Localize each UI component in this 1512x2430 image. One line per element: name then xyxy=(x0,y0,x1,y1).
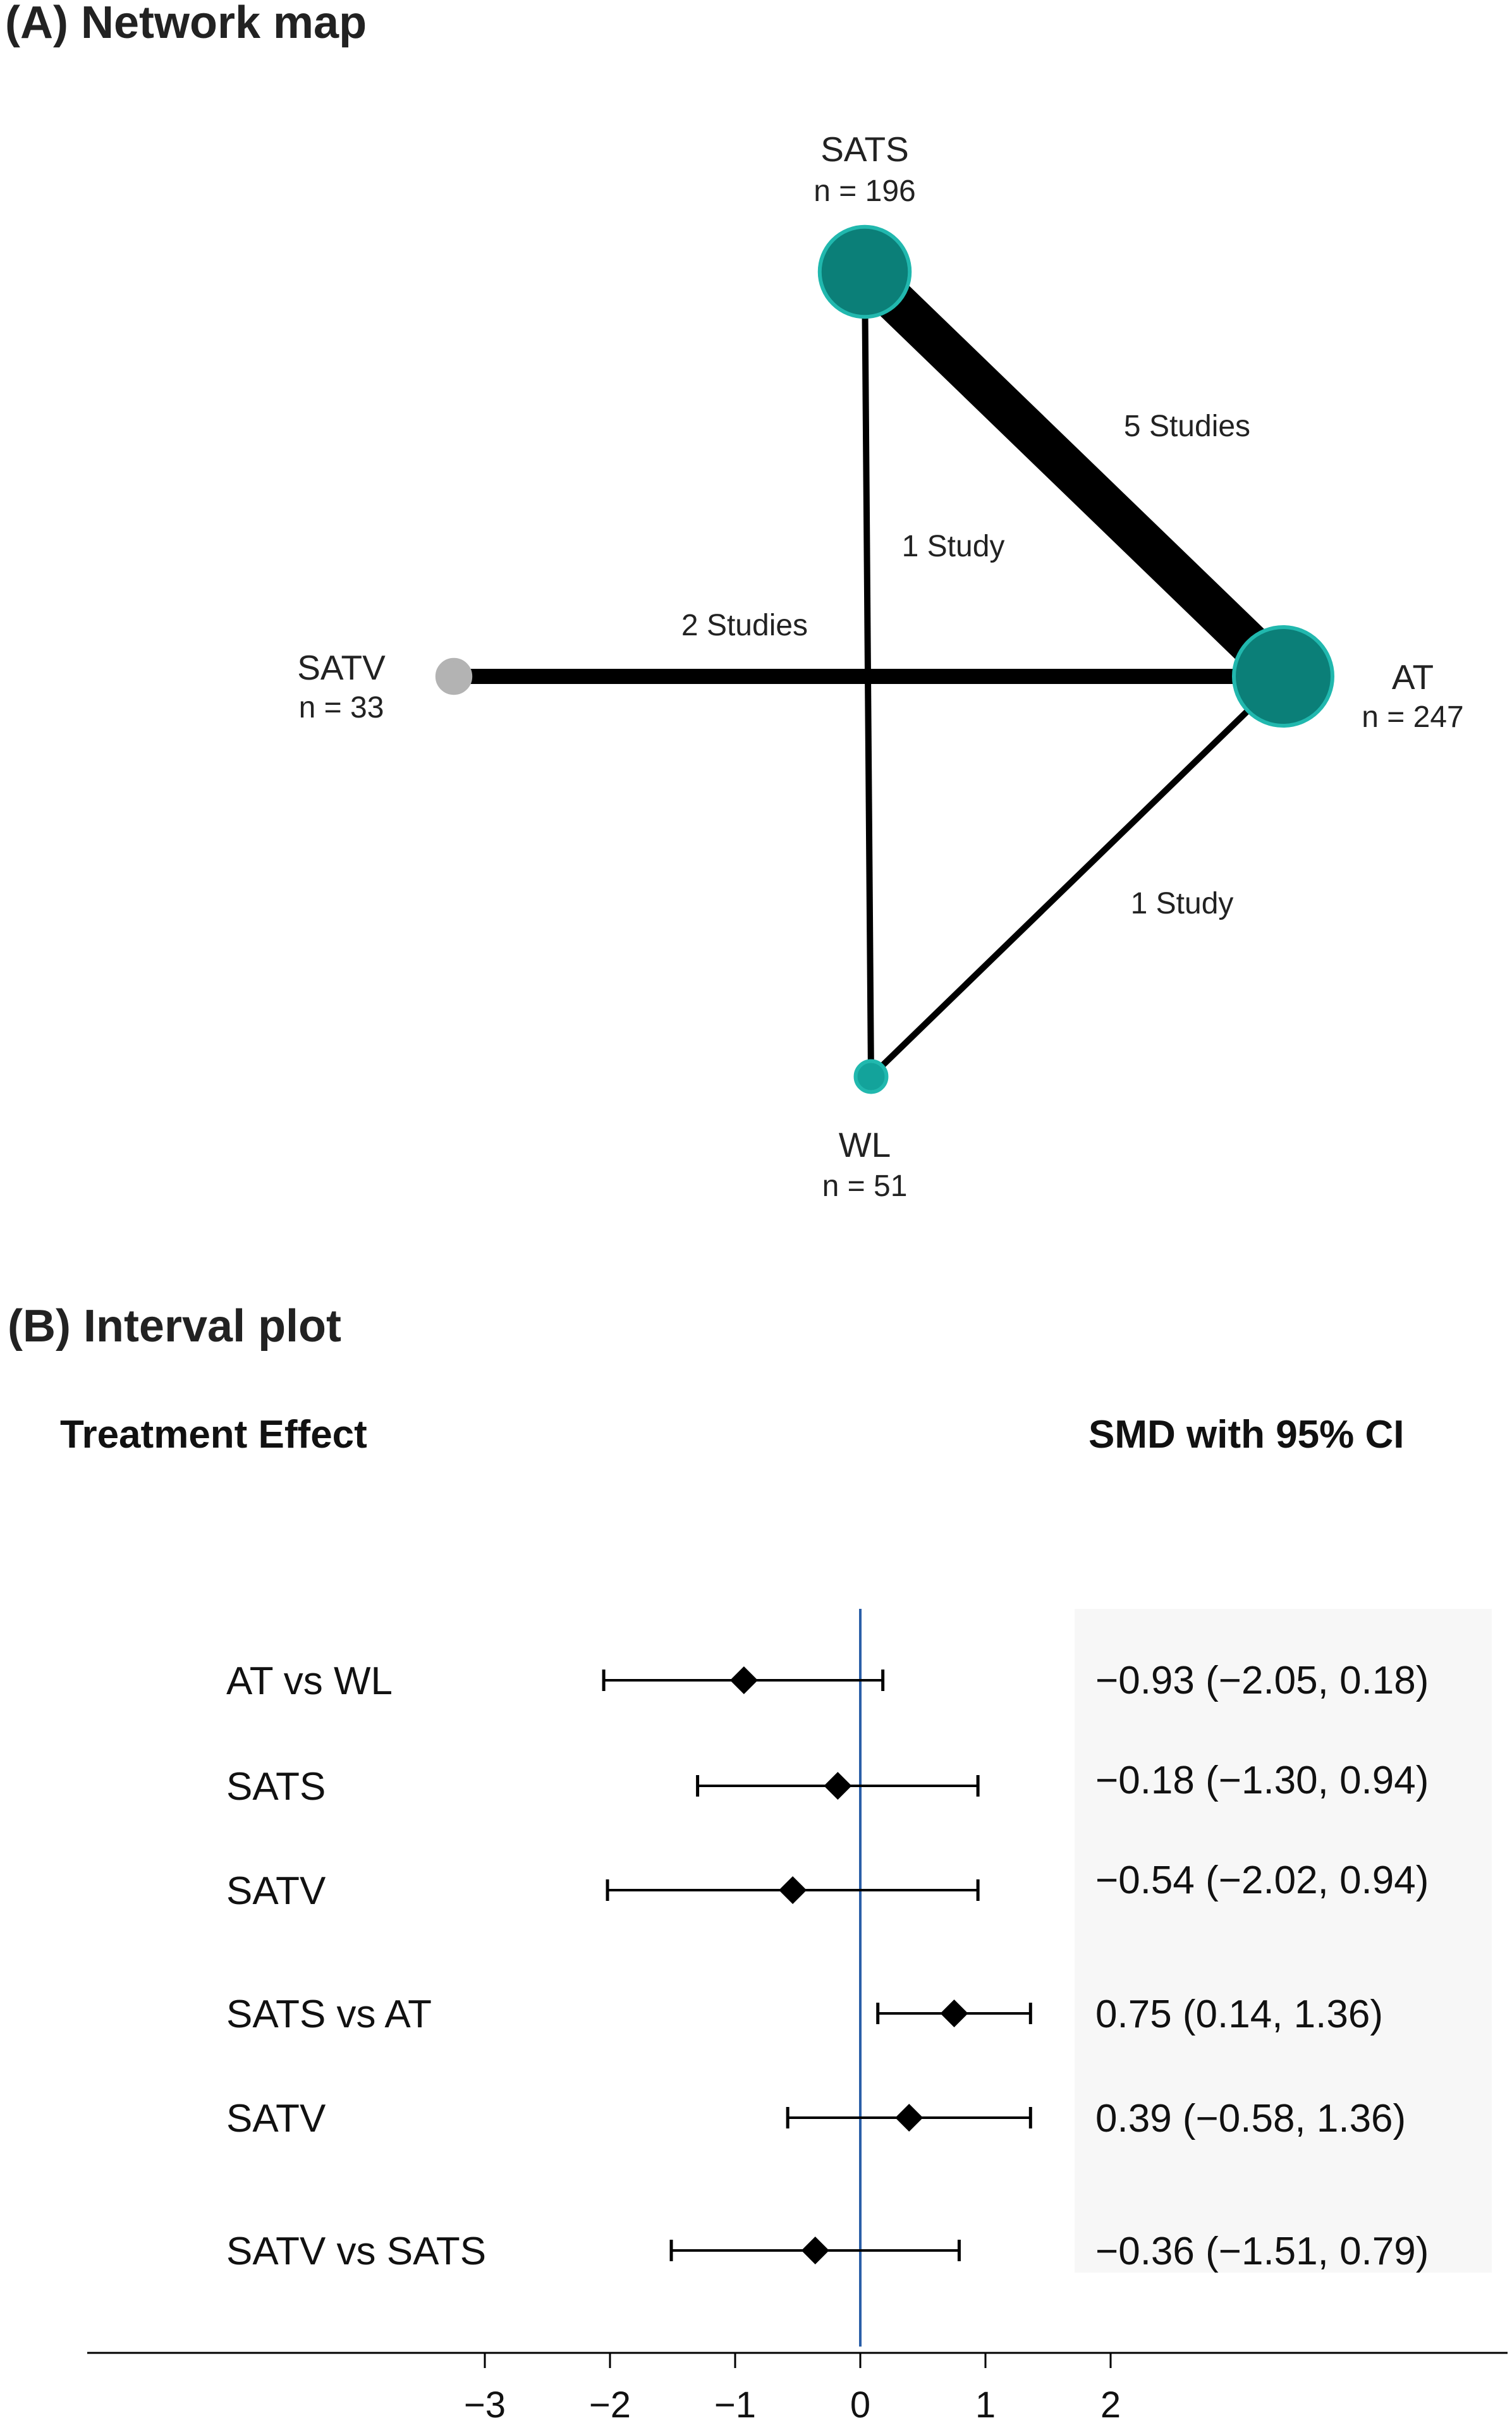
ci-value-text: −0.54 (−2.02, 0.94) xyxy=(1095,1859,1429,1902)
x-axis-ticks: −3 −2 −1 0 1 2 xyxy=(464,2353,1121,2426)
row-label: SATS xyxy=(226,1765,326,1809)
x-tick-label: 2 xyxy=(1100,2384,1121,2426)
row-label: SATV xyxy=(226,1869,326,1913)
network-edge-labels: 5 Studies 1 Study 2 Studies 1 Study xyxy=(681,410,1250,920)
network-nodes xyxy=(435,224,1334,1094)
node-label-wl: WL xyxy=(839,1125,891,1164)
x-tick-label: −3 xyxy=(464,2384,506,2426)
point-estimate-marker xyxy=(940,2000,968,2027)
network-edges xyxy=(454,257,1298,1079)
node-n-satv: n = 33 xyxy=(299,691,384,724)
ci-value-text: −0.93 (−2.05, 0.18) xyxy=(1095,1659,1429,1702)
node-n-sats: n = 196 xyxy=(814,174,915,208)
ci-text-background xyxy=(1075,1609,1492,2273)
row-label: AT vs WL xyxy=(226,1659,393,1703)
node-n-at: n = 247 xyxy=(1362,700,1463,734)
panel-a-title: (A) Network map xyxy=(5,0,367,48)
point-estimate-marker xyxy=(801,2237,829,2264)
node-label-sats: SATS xyxy=(820,130,909,169)
interval-row: SATS vs AT 0.75 (0.14, 1.36) xyxy=(226,1993,1383,2036)
node-satv xyxy=(435,657,473,695)
point-estimate-marker xyxy=(895,2104,924,2132)
node-label-satv: SATV xyxy=(297,648,386,687)
node-wl xyxy=(853,1059,889,1094)
edge-label-sats-wl: 1 Study xyxy=(902,530,1005,563)
x-tick-label: −1 xyxy=(714,2384,756,2426)
smd-ci-header: SMD with 95% CI xyxy=(1088,1413,1405,1456)
x-tick-label: 0 xyxy=(850,2384,870,2426)
node-at xyxy=(1232,625,1334,728)
edge-sats-at xyxy=(850,257,1298,692)
network-map: 5 Studies 1 Study 2 Studies 1 Study SATS n =… xyxy=(297,130,1464,1203)
point-estimate-marker xyxy=(729,1666,758,1694)
ci-value-text: 0.39 (−0.58, 1.36) xyxy=(1095,2097,1406,2140)
treatment-effect-header: Treatment Effect xyxy=(60,1413,367,1456)
edge-wl-at xyxy=(869,674,1286,1079)
row-label: SATV xyxy=(226,2097,326,2140)
panel-b-title: (B) Interval plot xyxy=(8,1301,341,1352)
interval-row: SATS −0.18 (−1.30, 0.94) xyxy=(226,1759,1429,1809)
edge-label-wl-at: 1 Study xyxy=(1131,887,1234,920)
row-label: SATV vs SATS xyxy=(226,2230,486,2273)
x-tick-label: −2 xyxy=(589,2384,631,2426)
ci-value-text: −0.36 (−1.51, 0.79) xyxy=(1095,2230,1429,2273)
interval-rows: AT vs WL −0.93 (−2.05, 0.18) SATS −0.18 (−1… xyxy=(226,1659,1429,2273)
interval-plot: AT vs WL −0.93 (−2.05, 0.18) SATS −0.18 (−1… xyxy=(87,1609,1508,2426)
x-tick-label: 1 xyxy=(975,2384,996,2426)
network-node-labels: SATS n = 196 ATn = 247 SATV n = 33 WL n = 51 xyxy=(297,130,1464,1203)
interval-row: SATV −0.54 (−2.02, 0.94) xyxy=(226,1859,1429,1913)
interval-row: SATV 0.39 (−0.58, 1.36) xyxy=(226,2097,1406,2140)
row-label: SATS vs AT xyxy=(226,1993,432,2036)
interval-row: AT vs WL −0.93 (−2.05, 0.18) xyxy=(226,1659,1429,1703)
edge-label-satv-at: 2 Studies xyxy=(681,609,808,642)
edge-label-sats-at: 5 Studies xyxy=(1124,410,1250,443)
node-label-at: AT xyxy=(1392,657,1434,697)
node-n-wl: n = 51 xyxy=(822,1169,908,1203)
ci-value-text: −0.18 (−1.30, 0.94) xyxy=(1095,1759,1429,1802)
interval-row: SATV vs SATS −0.36 (−1.51, 0.79) xyxy=(226,2230,1429,2273)
point-estimate-marker xyxy=(779,1876,807,1904)
ci-value-text: 0.75 (0.14, 1.36) xyxy=(1095,1993,1383,2036)
point-estimate-marker xyxy=(824,1772,852,1800)
node-sats xyxy=(817,224,912,319)
